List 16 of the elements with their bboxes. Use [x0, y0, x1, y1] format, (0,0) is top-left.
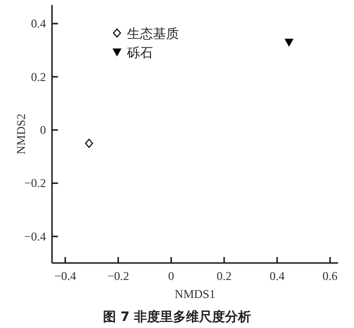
x-tick-label: 0.6	[322, 269, 338, 283]
legend-label: 生态基质	[127, 26, 179, 41]
y-tick-label: 0.4	[31, 16, 46, 31]
text: 图 7 非度里多维尺度分析	[102, 309, 252, 325]
x-tick-label: 0	[168, 269, 174, 283]
x-axis-title: NMDS1	[174, 287, 216, 301]
x-tick-label: −0.4	[54, 269, 76, 283]
y-tick-label: 0	[40, 123, 46, 138]
y-tick-label: −0.2	[24, 176, 46, 190]
y-tick-label: 0.2	[31, 70, 46, 84]
y-axis-title: NMDS2	[14, 114, 28, 154]
x-tick-label: 0.2	[216, 269, 232, 283]
y-tick-label: −0.4	[24, 229, 46, 244]
x-tick-label: 0.4	[270, 269, 285, 283]
x-tick-label: −0.2	[107, 269, 130, 283]
legend-label: 砾石	[126, 45, 153, 60]
